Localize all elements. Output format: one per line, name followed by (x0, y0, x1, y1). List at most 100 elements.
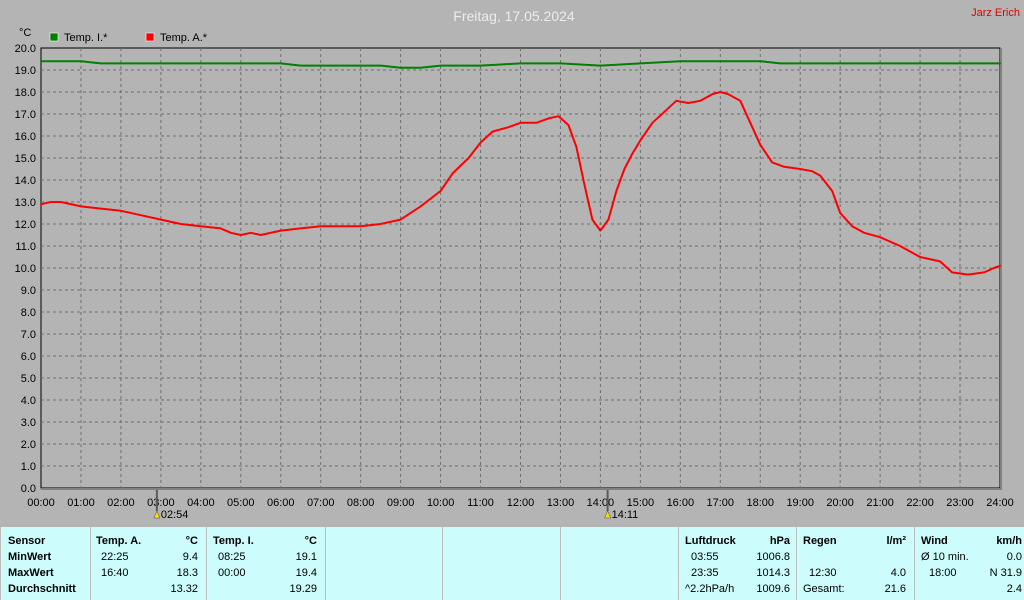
x-tick-label: 23:00 (946, 497, 974, 509)
legend-label-temp-a: Temp. A.* (160, 32, 208, 44)
y-tick-label: 2.0 (21, 439, 36, 451)
y-tick-label: 1.0 (21, 461, 36, 473)
wind-header: Wind (921, 535, 948, 547)
y-tick-label: 13.0 (15, 197, 36, 209)
luftdruck-max-time: 23:35 (691, 567, 719, 579)
x-tick-label: 16:00 (667, 497, 695, 509)
stats-panel-temp-a: Temp. A. °C 22:25 9.4 16:40 18.3 13.32 (90, 527, 206, 600)
regen-max-time: 12:30 (809, 567, 837, 579)
stats-panel-sensor: Sensor MinWert MaxWert Durchschnitt (0, 527, 90, 600)
x-axis: 00:00 01:00 02:00 03:00 04:00 05:00 06:00 07:00… (27, 497, 1014, 509)
temp-a-unit: °C (185, 535, 198, 547)
event-marker-label: 02:54 (161, 509, 189, 521)
temp-a-avg-value: 13.32 (170, 583, 198, 595)
regen-unit: l/m² (886, 535, 906, 547)
grid (41, 48, 1000, 488)
wind-third-value: 2.4 (1006, 583, 1022, 595)
x-tick-label: 10:00 (427, 497, 455, 509)
temp-i-unit: °C (304, 535, 317, 547)
luftdruck-max-value: 1014.3 (756, 567, 790, 579)
temp-a-max-time: 16:40 (101, 567, 129, 579)
series-line-temp-i (40, 60, 1001, 69)
x-tick-label: 20:00 (826, 497, 854, 509)
author-label: Jarz Erich (971, 7, 1020, 19)
stats-sensor-header: Sensor (8, 535, 46, 547)
event-marker-icon (604, 510, 611, 519)
x-tick-label: 01:00 (67, 497, 95, 509)
stats-panel-empty-3 (560, 527, 678, 600)
plot-frame-shadow (1000, 48, 1002, 490)
event-markers: 02:54 14:11 (153, 490, 639, 521)
x-tick-label: 14:00 (587, 497, 615, 509)
y-tick-label: 4.0 (21, 395, 36, 407)
x-tick-label: 09:00 (387, 497, 415, 509)
stats-panel-wind: Wind km/h Ø 10 min. 0.0 18:00 N 31.9 2.4 (914, 527, 1024, 600)
y-tick-label: 15.0 (15, 153, 36, 165)
y-tick-label: 6.0 (21, 351, 36, 363)
wind-unit: km/h (996, 535, 1022, 547)
legend-swatch-temp-i (49, 32, 59, 42)
stats-panel-temp-i: Temp. I. °C 08:25 19.1 00:00 19.4 19.29 (206, 527, 325, 600)
luftdruck-trend: ^2.2hPa/h (685, 583, 735, 595)
x-tick-label: 18:00 (746, 497, 774, 509)
regen-max-value: 4.0 (890, 567, 906, 579)
y-tick-label: 11.0 (15, 241, 36, 253)
y-tick-label: 20.0 (15, 43, 36, 55)
event-marker-label: 14:11 (612, 509, 639, 521)
series-line-temp-a (40, 91, 1001, 276)
temp-i-min-value: 19.1 (295, 551, 317, 563)
temp-i-max-value: 19.4 (295, 567, 317, 579)
luftdruck-unit: hPa (769, 535, 790, 547)
wind-avg-label: Ø 10 min. (921, 551, 969, 563)
stats-panel-empty-2 (442, 527, 560, 600)
x-tick-label: 24:00 (986, 497, 1014, 509)
x-tick-label: 05:00 (227, 497, 255, 509)
x-tick-label: 22:00 (906, 497, 934, 509)
luftdruck-avg-value: 1009.6 (756, 583, 790, 595)
wind-max-value: N 31.9 (989, 567, 1022, 579)
y-tick-label: 16.0 (15, 131, 36, 143)
stats-panel-empty-1 (325, 527, 442, 600)
regen-total-label: Gesamt: (803, 583, 845, 595)
x-tick-label: 11:00 (467, 497, 494, 509)
wind-avg-value: 0.0 (1006, 551, 1022, 563)
y-tick-label: 17.0 (15, 109, 36, 121)
y-tick-label: 5.0 (21, 373, 36, 385)
stats-panel-luftdruck: Luftdruck hPa 03:55 1006.8 23:35 1014.3 … (678, 527, 796, 600)
y-tick-label: 10.0 (15, 263, 36, 275)
temp-i-min-time: 08:25 (218, 551, 246, 563)
temp-a-max-value: 18.3 (176, 567, 198, 579)
x-tick-label: 21:00 (866, 497, 894, 509)
plot-frame-shadow-bottom (41, 488, 1002, 490)
y-tick-label: 7.0 (21, 329, 36, 341)
legend-label-temp-i: Temp. I.* (64, 32, 108, 44)
luftdruck-min-value: 1006.8 (756, 551, 790, 563)
y-tick-label: 8.0 (21, 307, 36, 319)
legend: Temp. I.* Temp. A.* (49, 32, 208, 44)
temp-i-avg-value: 19.29 (289, 583, 317, 595)
x-tick-label: 00:00 (27, 497, 55, 509)
x-tick-label: 15:00 (627, 497, 655, 509)
y-tick-label: 14.0 (15, 175, 36, 187)
y-tick-label: 19.0 (15, 65, 36, 77)
chart: Freitag, 17.05.2024 Jarz Erich °C Temp. … (15, 7, 1020, 521)
stats-row-label-avg: Durchschnitt (8, 583, 76, 595)
luftdruck-header: Luftdruck (685, 535, 736, 547)
temp-i-max-time: 00:00 (218, 567, 246, 579)
x-tick-label: 17:00 (707, 497, 735, 509)
regen-total-value: 21.6 (884, 583, 906, 595)
legend-swatch-temp-a (145, 32, 155, 42)
temp-i-header: Temp. I. (213, 535, 254, 547)
y-tick-label: 9.0 (21, 285, 36, 297)
x-tick-label: 04:00 (187, 497, 215, 509)
regen-header: Regen (803, 535, 837, 547)
y-axis-unit: °C (19, 27, 31, 39)
temp-a-min-value: 9.4 (182, 551, 198, 563)
x-tick-label: 06:00 (267, 497, 295, 509)
chart-title: Freitag, 17.05.2024 (453, 8, 575, 24)
stats-panel-regen: Regen l/m² 12:30 4.0 Gesamt: 21.6 (796, 527, 914, 600)
event-marker-icon (153, 510, 161, 519)
y-axis: 0.0 1.0 2.0 3.0 4.0 5.0 6.0 7.0 8.0 9.0 10.0 11.0 12… (15, 43, 36, 495)
y-tick-label: 3.0 (21, 417, 36, 429)
x-tick-label: 07:00 (307, 497, 335, 509)
